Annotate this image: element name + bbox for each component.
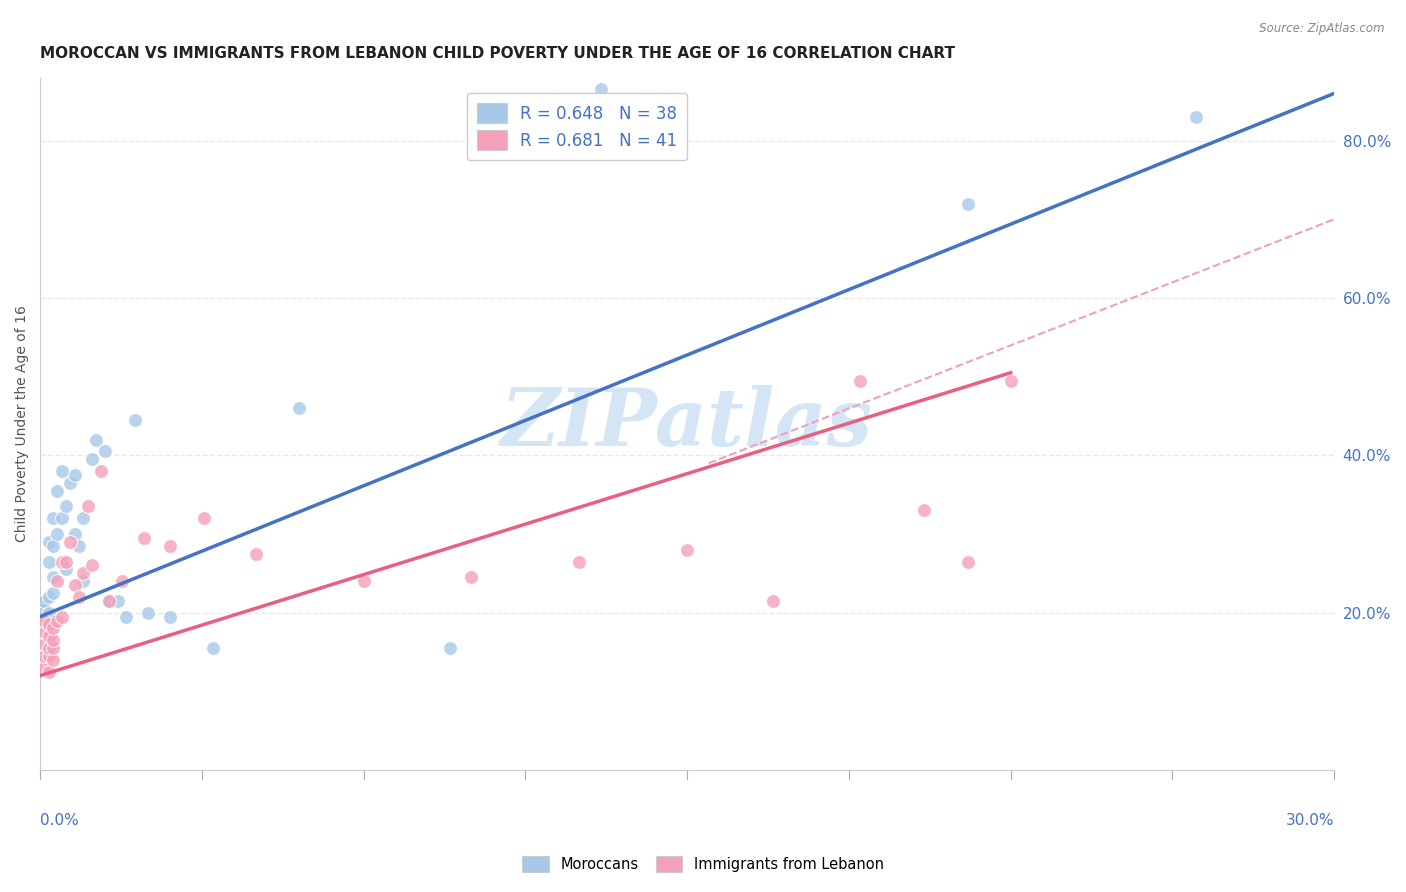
Point xyxy=(115,609,138,624)
Point xyxy=(193,511,215,525)
Point xyxy=(38,590,60,604)
Point xyxy=(38,641,60,656)
Point xyxy=(34,601,56,615)
Point xyxy=(38,606,60,620)
Point xyxy=(762,594,785,608)
Text: Source: ZipAtlas.com: Source: ZipAtlas.com xyxy=(1260,22,1385,36)
Point xyxy=(46,614,69,628)
Point xyxy=(46,574,69,589)
Point xyxy=(34,614,56,628)
Point xyxy=(159,609,181,624)
Point xyxy=(34,609,56,624)
Point xyxy=(132,531,155,545)
Point xyxy=(59,475,82,490)
Point xyxy=(956,196,979,211)
Point xyxy=(51,609,73,624)
Point xyxy=(38,555,60,569)
Point xyxy=(353,574,375,589)
Point xyxy=(63,527,86,541)
Point xyxy=(38,534,60,549)
Point xyxy=(439,641,461,656)
Point xyxy=(51,511,73,525)
Legend: Moroccans, Immigrants from Lebanon: Moroccans, Immigrants from Lebanon xyxy=(516,850,890,878)
Point xyxy=(912,503,935,517)
Point xyxy=(34,661,56,675)
Point xyxy=(111,574,134,589)
Point xyxy=(51,464,73,478)
Point xyxy=(34,637,56,651)
Point xyxy=(848,374,870,388)
Point xyxy=(46,527,69,541)
Point xyxy=(55,500,77,514)
Y-axis label: Child Poverty Under the Age of 16: Child Poverty Under the Age of 16 xyxy=(15,305,30,542)
Point xyxy=(42,539,65,553)
Point xyxy=(55,562,77,576)
Point xyxy=(34,594,56,608)
Legend: R = 0.648   N = 38, R = 0.681   N = 41: R = 0.648 N = 38, R = 0.681 N = 41 xyxy=(467,93,688,161)
Point xyxy=(42,570,65,584)
Text: MOROCCAN VS IMMIGRANTS FROM LEBANON CHILD POVERTY UNDER THE AGE OF 16 CORRELATIO: MOROCCAN VS IMMIGRANTS FROM LEBANON CHIL… xyxy=(41,46,955,62)
Point xyxy=(94,444,117,458)
Point xyxy=(84,433,107,447)
Point xyxy=(1000,374,1022,388)
Point xyxy=(42,586,65,600)
Point xyxy=(38,617,60,632)
Point xyxy=(568,555,591,569)
Point xyxy=(589,82,612,96)
Point xyxy=(42,511,65,525)
Point xyxy=(42,621,65,635)
Point xyxy=(51,555,73,569)
Point xyxy=(67,590,90,604)
Point xyxy=(42,641,65,656)
Point xyxy=(76,500,98,514)
Point xyxy=(460,570,482,584)
Text: ZIPatlas: ZIPatlas xyxy=(501,385,873,463)
Point xyxy=(80,452,103,467)
Point xyxy=(288,401,311,416)
Text: 30.0%: 30.0% xyxy=(1285,814,1334,829)
Point xyxy=(38,665,60,679)
Point xyxy=(63,467,86,482)
Point xyxy=(1185,110,1208,124)
Point xyxy=(55,555,77,569)
Text: 0.0%: 0.0% xyxy=(41,814,79,829)
Point xyxy=(245,547,267,561)
Point xyxy=(42,653,65,667)
Point xyxy=(676,542,699,557)
Point xyxy=(38,629,60,643)
Point xyxy=(98,594,121,608)
Point xyxy=(72,511,94,525)
Point xyxy=(34,625,56,640)
Point xyxy=(34,648,56,663)
Point xyxy=(89,464,111,478)
Point xyxy=(72,574,94,589)
Point xyxy=(42,633,65,648)
Point xyxy=(136,606,159,620)
Point xyxy=(72,566,94,581)
Point xyxy=(124,413,146,427)
Point xyxy=(67,539,90,553)
Point xyxy=(59,534,82,549)
Point xyxy=(201,641,224,656)
Point xyxy=(159,539,181,553)
Point xyxy=(107,594,129,608)
Point xyxy=(956,555,979,569)
Point xyxy=(38,648,60,663)
Point xyxy=(98,594,121,608)
Point xyxy=(80,558,103,573)
Point xyxy=(63,578,86,592)
Point xyxy=(46,483,69,498)
